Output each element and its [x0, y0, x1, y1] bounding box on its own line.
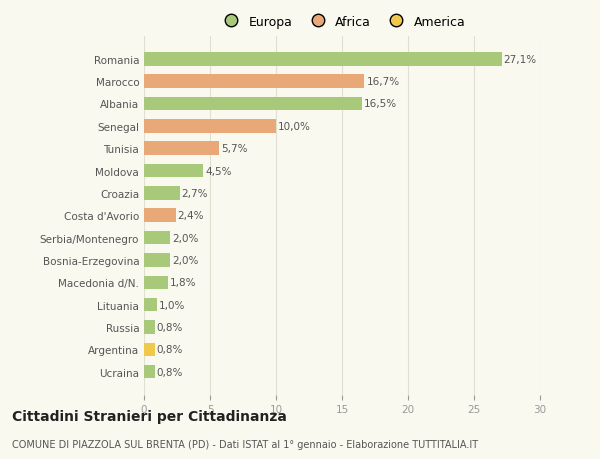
Text: 0,8%: 0,8%: [157, 345, 183, 354]
Bar: [144, 231, 170, 245]
Text: Cittadini Stranieri per Cittadinanza: Cittadini Stranieri per Cittadinanza: [12, 409, 287, 423]
Bar: [144, 320, 155, 334]
Bar: [144, 164, 203, 178]
Text: 27,1%: 27,1%: [504, 55, 537, 65]
Text: 1,8%: 1,8%: [170, 278, 196, 288]
Bar: [144, 298, 157, 312]
Bar: [144, 343, 155, 356]
Text: 1,0%: 1,0%: [159, 300, 185, 310]
Text: 2,4%: 2,4%: [178, 211, 204, 221]
Text: 16,7%: 16,7%: [367, 77, 400, 87]
Bar: [144, 187, 179, 200]
Text: 2,7%: 2,7%: [182, 189, 208, 198]
Bar: [144, 53, 502, 67]
Text: 16,5%: 16,5%: [364, 99, 397, 109]
Bar: [144, 142, 219, 156]
Text: 2,0%: 2,0%: [172, 255, 199, 265]
Bar: [144, 98, 362, 111]
Legend: Europa, Africa, America: Europa, Africa, America: [214, 11, 470, 34]
Text: 10,0%: 10,0%: [278, 122, 311, 132]
Text: 0,8%: 0,8%: [157, 367, 183, 377]
Text: 4,5%: 4,5%: [205, 166, 232, 176]
Bar: [144, 120, 276, 133]
Bar: [144, 209, 176, 223]
Bar: [144, 75, 364, 89]
Text: 5,7%: 5,7%: [221, 144, 248, 154]
Text: 0,8%: 0,8%: [157, 322, 183, 332]
Bar: [144, 276, 168, 289]
Bar: [144, 365, 155, 379]
Bar: [144, 254, 170, 267]
Text: COMUNE DI PIAZZOLA SUL BRENTA (PD) - Dati ISTAT al 1° gennaio - Elaborazione TUT: COMUNE DI PIAZZOLA SUL BRENTA (PD) - Dat…: [12, 440, 478, 449]
Text: 2,0%: 2,0%: [172, 233, 199, 243]
